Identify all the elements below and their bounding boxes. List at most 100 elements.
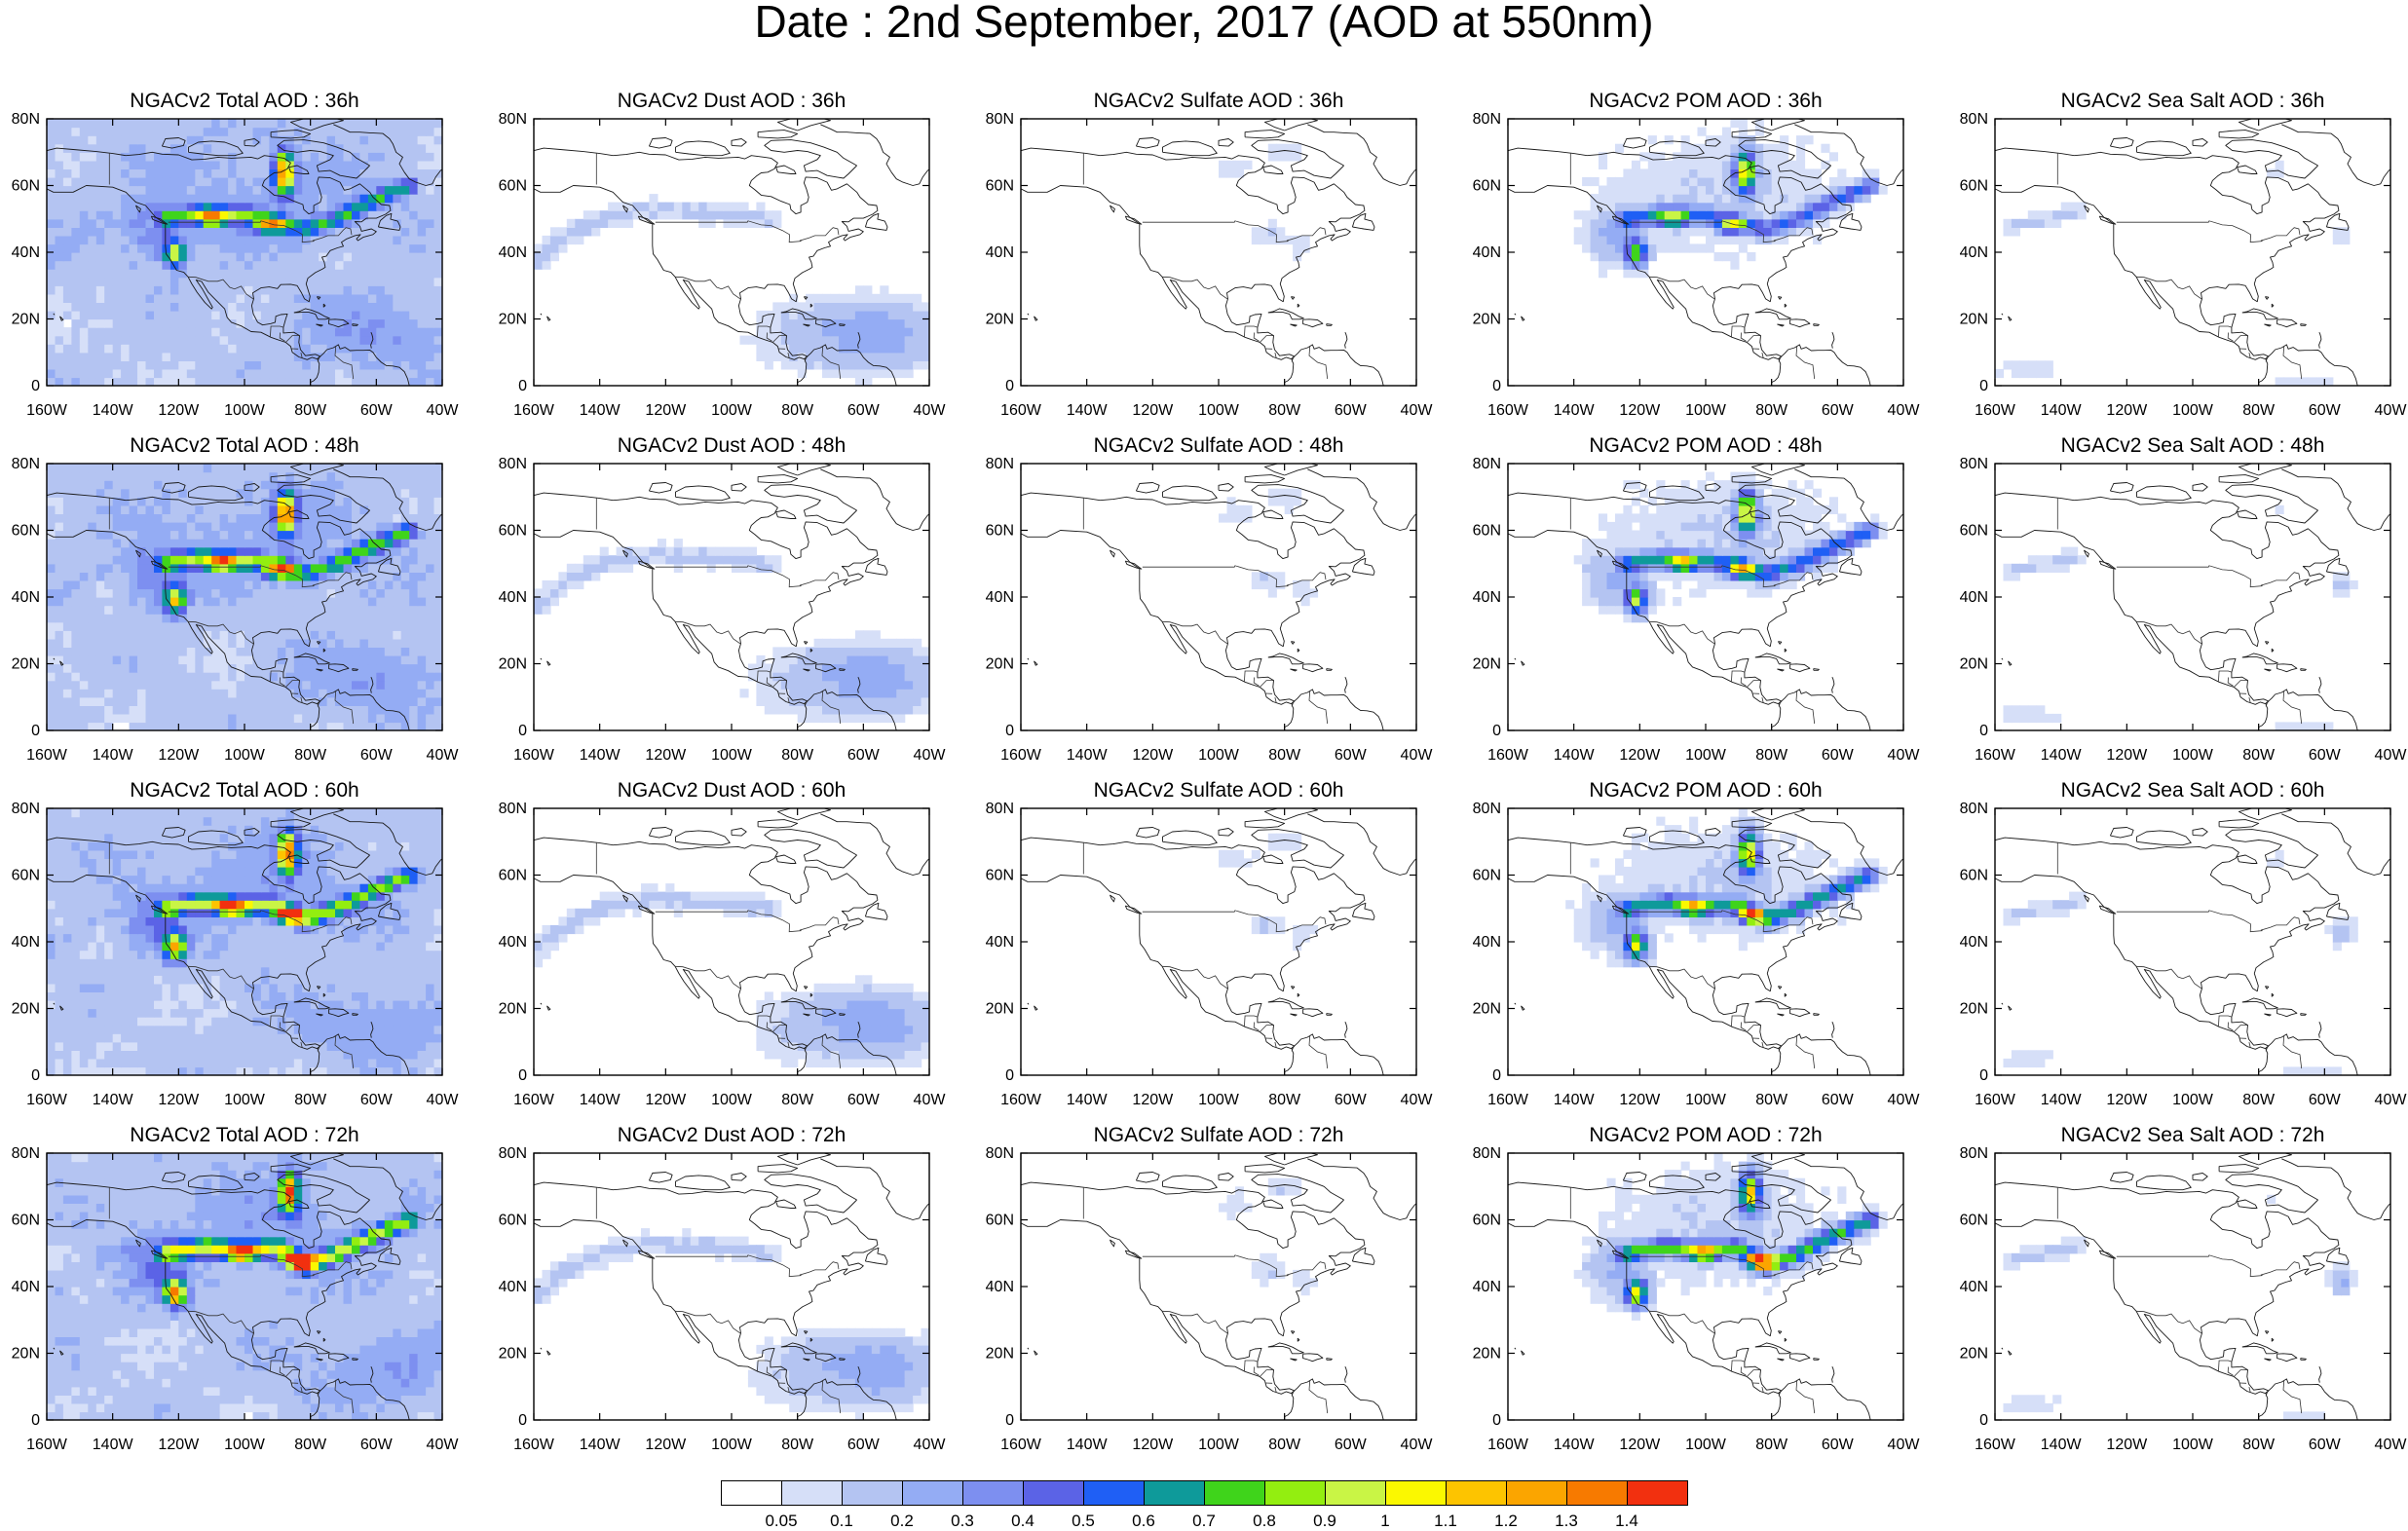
x-tick-label: 60W [360,747,394,764]
country-border [1244,1360,1259,1372]
coastline [1244,1164,1286,1174]
country-border [188,620,254,645]
coastline [2109,1172,2134,1183]
country-border [1274,1387,1277,1393]
coastline [1344,1022,1348,1038]
coastline [150,215,169,225]
y-tick-label: 40N [1960,244,1988,261]
panel-title: NGACv2 Sulfate AOD : 36h [1093,90,1344,112]
coastline [2300,323,2307,326]
country-border [1274,353,1277,358]
x-tick-label: 140W [2041,1092,2083,1108]
coastline [546,660,551,666]
y-tick-label: 20N [499,656,527,673]
coastline [352,668,358,671]
country-border [1629,910,1814,933]
x-tick-label: 120W [2106,1437,2148,1453]
coastline [1034,1350,1038,1356]
coastline [764,484,857,524]
aod-colorbar [721,1480,1688,1508]
y-tick-label: 60N [499,178,527,195]
country-border [1649,276,1715,300]
coastline [1754,653,1791,665]
country-border [2136,965,2202,990]
coastline [370,1366,374,1383]
coastline [2238,119,2292,131]
colorbar-label: 1.3 [1555,1512,1578,1530]
colorbar-label: 1 [1380,1512,1390,1530]
country-border [787,1042,790,1048]
coastline [1302,1353,1324,1363]
country-border [285,1369,300,1377]
y-tick-label: 0 [31,1067,40,1084]
coastline [2268,1033,2358,1075]
country-border [300,1042,303,1048]
x-tick-label: 80W [2242,1092,2276,1108]
coastline [1789,1008,1811,1018]
country-border [317,356,320,362]
y-tick-label: 60N [12,178,40,195]
coastline [2325,1247,2350,1265]
country-border [1740,677,1747,687]
panel-title: NGACv2 POM AOD : 48h [1589,434,1823,457]
x-tick-label: 160W [26,402,68,419]
colorbar-swatch [1023,1480,1084,1506]
coastline [2300,1013,2307,1016]
country-border [655,565,840,588]
coastline [2109,827,2134,839]
coastline [1135,827,1160,839]
country-border [188,1310,254,1334]
coastline [1514,1347,1517,1350]
aod-map-panel: 160W 140W 120W 100W 80W 60W 40W 0 20N 40N 60N 80N [986,1145,1434,1453]
coastline [322,648,326,653]
coastline [1738,484,1831,524]
coastline [1731,474,1773,484]
x-tick-label: 160W [1000,747,1042,764]
y-tick-label: 60N [986,523,1014,540]
x-tick-label: 40W [427,1092,460,1108]
coastline [1778,641,1783,645]
coastline [1162,485,1218,502]
coastline [1021,147,1366,360]
country-border [804,1046,808,1052]
x-tick-label: 120W [1132,402,1174,419]
coastline [2276,663,2298,673]
y-tick-label: 20N [499,1001,527,1018]
x-tick-label: 40W [1401,1437,1434,1453]
coastline [2264,1358,2272,1362]
country-border [1649,965,1715,990]
coastline [757,1164,799,1174]
x-tick-label: 100W [711,1437,753,1453]
country-border [334,346,355,380]
y-tick-label: 40N [499,589,527,606]
country-border [317,701,320,707]
coastline [1284,1045,1296,1075]
coastline [1326,1013,1333,1016]
coastline [188,140,244,157]
coastline [1351,1247,1375,1265]
coastline [2192,828,2208,837]
coastline [134,549,141,558]
coastline [2265,1330,2270,1334]
coastline [320,689,410,730]
x-tick-label: 160W [513,1092,555,1108]
coastline [293,308,330,320]
country-border [2248,697,2251,703]
y-tick-label: 60N [12,1213,40,1229]
coastline [2258,355,2270,386]
x-tick-label: 160W [1975,1437,2016,1453]
x-tick-label: 120W [1132,1437,1174,1453]
x-tick-label: 60W [2309,747,2342,764]
y-tick-label: 80N [499,456,527,472]
x-tick-label: 100W [224,1092,266,1108]
country-border [1731,670,1746,683]
country-border [655,220,840,243]
coastline [1508,1181,1853,1395]
y-tick-label: 40N [1960,1279,1988,1295]
x-tick-label: 120W [645,402,687,419]
coastline [352,1013,358,1016]
y-tick-label: 80N [499,1145,527,1162]
y-tick-label: 0 [518,378,527,394]
x-tick-label: 40W [1401,1092,1434,1108]
y-tick-label: 60N [12,523,40,540]
